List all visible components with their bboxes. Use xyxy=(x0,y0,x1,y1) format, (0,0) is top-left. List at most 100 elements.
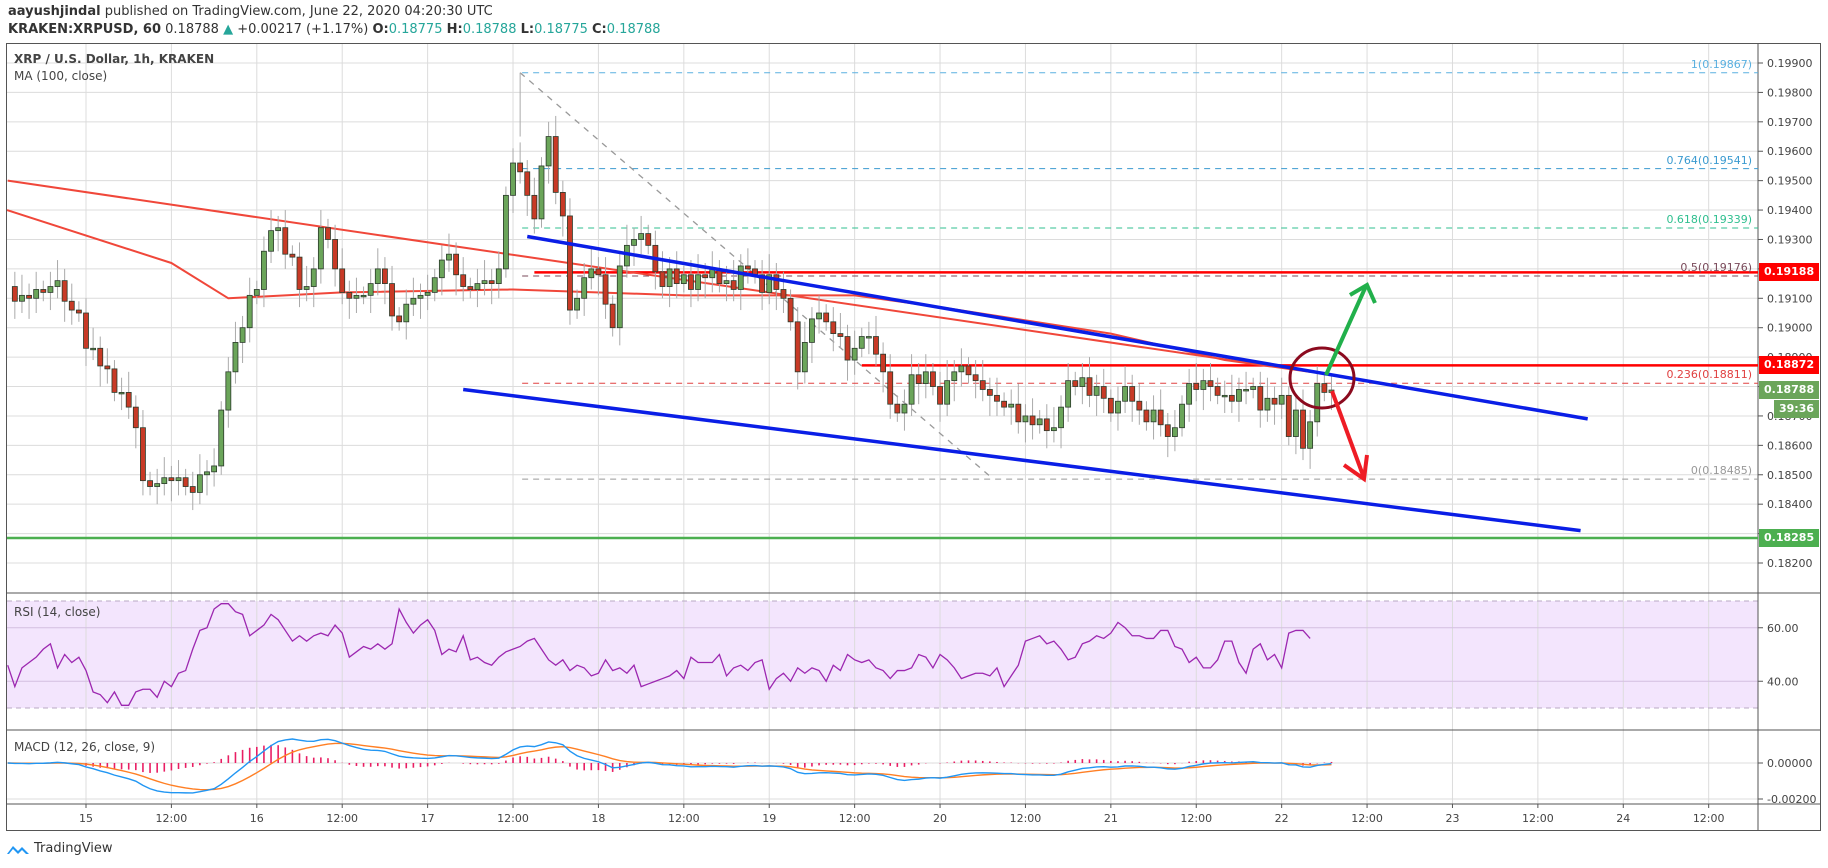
candle xyxy=(189,471,196,511)
candle xyxy=(873,315,879,366)
candle xyxy=(204,460,210,496)
bearish-arrow[interactable] xyxy=(1330,390,1366,479)
macd-signal-line xyxy=(7,742,1332,791)
tradingview-footer[interactable]: TradingView xyxy=(6,841,113,856)
rsi-line xyxy=(7,603,1311,706)
high-value: 0.18788 xyxy=(462,22,517,37)
close-label: C: xyxy=(592,22,607,37)
candle xyxy=(1036,410,1043,434)
support-price-tag: 0.18285 xyxy=(1759,529,1820,547)
candle xyxy=(616,251,623,346)
candle xyxy=(937,371,943,422)
macd-legend: MACD (12, 26, close, 9) xyxy=(14,740,156,754)
candle xyxy=(880,342,887,393)
macd-axis-label: -0.00200 xyxy=(1767,793,1816,806)
bullish-arrow[interactable] xyxy=(1324,285,1368,376)
fib-level-label: 0.618(0.19339) xyxy=(1666,213,1752,226)
low-value: 0.18775 xyxy=(534,22,588,37)
author-name: aayushjindal xyxy=(8,4,101,19)
candle xyxy=(339,248,346,305)
candle xyxy=(196,454,203,505)
candle xyxy=(894,395,901,422)
candle xyxy=(922,354,929,399)
time-axis-label: 23 xyxy=(1445,812,1459,825)
candle xyxy=(759,260,766,311)
time-axis-label: 21 xyxy=(1104,812,1118,825)
candle xyxy=(1129,374,1136,422)
ma-legend: MA (100, close) xyxy=(14,69,108,83)
candle xyxy=(801,321,808,384)
candle xyxy=(488,268,495,305)
candle xyxy=(787,289,794,331)
candle xyxy=(1193,363,1200,402)
candle xyxy=(417,283,424,319)
time-axis-label: 12:00 xyxy=(839,812,871,825)
highlight-circle[interactable] xyxy=(1288,346,1356,410)
candle xyxy=(289,245,296,266)
time-axis-label: 22 xyxy=(1275,812,1289,825)
candle xyxy=(951,360,958,402)
candle xyxy=(1172,410,1178,452)
open-label: O: xyxy=(372,22,389,37)
candle xyxy=(68,283,75,325)
candle xyxy=(225,357,232,428)
candle xyxy=(1143,401,1150,431)
candle xyxy=(1086,357,1093,408)
candle xyxy=(567,198,573,325)
candle xyxy=(901,389,908,431)
candle xyxy=(54,260,61,299)
candle xyxy=(83,298,89,366)
candle xyxy=(865,321,872,355)
candle xyxy=(1093,374,1100,416)
candle xyxy=(33,271,40,314)
chart-frame xyxy=(6,43,1821,831)
channel-upper-trendline[interactable] xyxy=(526,234,1588,421)
price-axis-label: 0.18400 xyxy=(1767,498,1813,511)
price-axis-label: 0.19100 xyxy=(1767,292,1813,305)
candle xyxy=(609,295,616,337)
fib-trend-line[interactable] xyxy=(519,72,994,480)
candle xyxy=(446,233,452,272)
fib-level-label: 1(0.19867) xyxy=(1690,57,1752,71)
price-axis-label: 0.19800 xyxy=(1767,86,1813,99)
candle xyxy=(773,263,780,311)
rsi-band xyxy=(7,601,1758,708)
time-axis-label: 12:00 xyxy=(497,812,529,825)
rsi-axis-label: 40.00 xyxy=(1767,675,1799,688)
candle xyxy=(1278,377,1285,419)
channel-lower-trendline[interactable] xyxy=(462,387,1581,533)
candle xyxy=(353,277,360,314)
candle xyxy=(346,280,353,319)
publish-header: aayushjindal published on TradingView.co… xyxy=(8,4,493,19)
candle xyxy=(253,280,260,305)
candle xyxy=(680,265,687,293)
candle xyxy=(111,360,118,402)
candle xyxy=(1179,395,1185,437)
candle xyxy=(744,248,751,284)
candle xyxy=(524,160,531,216)
candle xyxy=(1051,407,1057,443)
candle xyxy=(837,313,844,349)
candle xyxy=(780,271,787,314)
candle xyxy=(1122,365,1128,414)
candle xyxy=(908,354,915,416)
candle xyxy=(510,148,516,214)
price-axis-label: 0.19500 xyxy=(1767,175,1813,188)
candle xyxy=(1079,363,1086,405)
candle xyxy=(303,265,310,302)
candle xyxy=(851,330,858,375)
time-axis-label: 16 xyxy=(250,812,264,825)
time-axis-label: 12:00 xyxy=(1010,812,1042,825)
price-axis-label: 0.19600 xyxy=(1767,145,1813,158)
candle xyxy=(495,251,502,299)
candle xyxy=(816,295,822,334)
candle xyxy=(688,260,694,308)
candle xyxy=(261,236,267,308)
candle xyxy=(360,286,367,305)
up-arrow-icon: ▲ xyxy=(223,22,234,37)
candle xyxy=(474,268,481,308)
arrow-up-icon xyxy=(1348,282,1377,304)
candle xyxy=(1001,392,1007,416)
candle xyxy=(673,251,680,299)
